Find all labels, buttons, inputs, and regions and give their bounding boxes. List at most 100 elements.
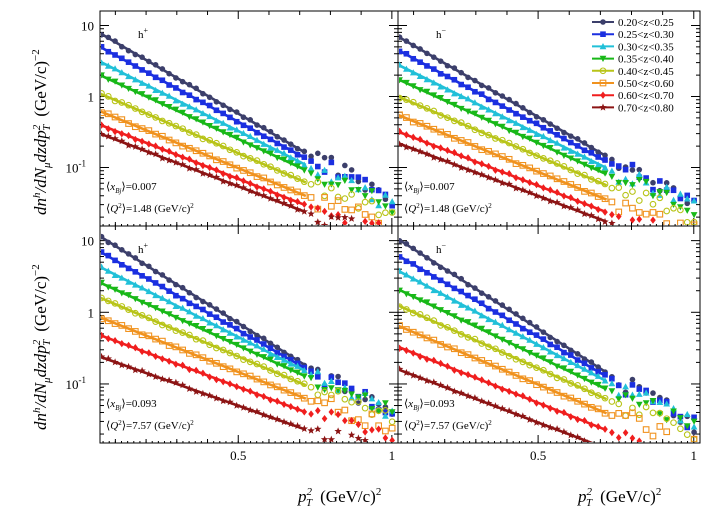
data-point <box>334 182 342 189</box>
data-point <box>656 189 664 196</box>
data-point <box>260 140 268 147</box>
data-point <box>635 390 643 397</box>
data-point <box>355 203 362 211</box>
data-point <box>499 168 506 176</box>
data-point <box>199 149 207 157</box>
data-point <box>300 192 308 199</box>
data-point <box>478 114 486 121</box>
data-point <box>399 322 403 329</box>
data-point <box>458 369 465 377</box>
data-point <box>450 387 459 395</box>
data-point <box>112 337 118 345</box>
data-point <box>498 123 506 130</box>
data-point <box>300 380 308 388</box>
data-point <box>615 400 623 408</box>
data-point <box>260 160 268 168</box>
data-point <box>430 287 438 294</box>
data-point <box>260 354 268 361</box>
data-point <box>159 272 166 278</box>
data-point <box>399 344 403 352</box>
data-point <box>399 140 404 148</box>
data-point <box>485 360 492 367</box>
data-point <box>307 164 315 172</box>
data-point <box>595 368 601 375</box>
data-point <box>145 82 153 89</box>
data-point <box>321 166 328 173</box>
data-point <box>354 434 363 442</box>
data-point <box>294 151 301 158</box>
data-point <box>233 164 241 172</box>
data-point <box>247 334 254 340</box>
data-point <box>478 376 485 384</box>
data-point <box>533 364 540 372</box>
data-point <box>485 106 492 113</box>
data-point <box>327 435 336 442</box>
data-point <box>601 394 609 402</box>
data-point <box>580 210 589 218</box>
hadron-label: h+ <box>138 241 149 256</box>
data-point <box>104 354 112 362</box>
data-point <box>389 202 395 209</box>
data-point <box>540 383 547 391</box>
data-point <box>581 147 588 154</box>
data-point <box>294 377 301 385</box>
data-point <box>423 314 431 322</box>
data-point <box>403 79 410 87</box>
data-point <box>254 332 260 339</box>
legend-label: 0.60<z<0.70 <box>618 90 674 102</box>
data-point <box>308 203 314 211</box>
data-point <box>485 147 492 155</box>
data-point <box>444 114 451 122</box>
data-point <box>561 129 567 136</box>
data-point <box>485 329 492 336</box>
data-point <box>635 170 643 178</box>
data-point <box>561 342 567 349</box>
data-point <box>186 103 193 110</box>
data-point <box>307 375 315 382</box>
data-point <box>499 103 506 109</box>
data-point <box>165 298 173 305</box>
data-point <box>464 304 472 311</box>
data-point <box>388 409 396 416</box>
data-point <box>206 319 214 326</box>
data-point <box>159 101 166 108</box>
data-point <box>567 181 575 188</box>
data-point <box>119 130 125 138</box>
data-point <box>213 166 220 174</box>
series-6 <box>101 331 395 442</box>
data-point <box>430 125 438 133</box>
data-point <box>437 95 445 102</box>
data-point <box>409 98 417 106</box>
data-point <box>253 136 261 143</box>
data-point <box>416 331 424 339</box>
data-point <box>101 72 105 79</box>
legend-entry: 0.25<z<0.30 <box>592 29 674 41</box>
xbj-label: ⟨xBj⟩=0.007 <box>106 181 157 195</box>
data-point <box>512 355 520 363</box>
data-point <box>457 301 465 308</box>
data-point <box>233 325 240 332</box>
data-point <box>588 365 595 371</box>
data-point <box>280 170 288 177</box>
data-point <box>526 126 534 133</box>
data-point <box>512 410 520 418</box>
data-point <box>112 257 118 264</box>
series-1 <box>399 254 697 431</box>
data-point <box>560 144 568 151</box>
data-point <box>471 307 479 314</box>
data-point <box>553 198 561 206</box>
data-point <box>212 394 221 402</box>
data-point <box>348 391 355 398</box>
data-point <box>152 305 159 312</box>
data-point <box>287 201 295 209</box>
data-point <box>554 338 560 345</box>
data-point <box>567 368 575 375</box>
data-point <box>492 135 499 142</box>
data-point <box>458 152 465 160</box>
data-point <box>399 77 403 84</box>
data-point <box>431 54 437 60</box>
data-point <box>485 294 492 300</box>
data-point <box>608 380 616 387</box>
y-tick-label: 10 <box>81 18 94 33</box>
data-point <box>260 345 268 352</box>
